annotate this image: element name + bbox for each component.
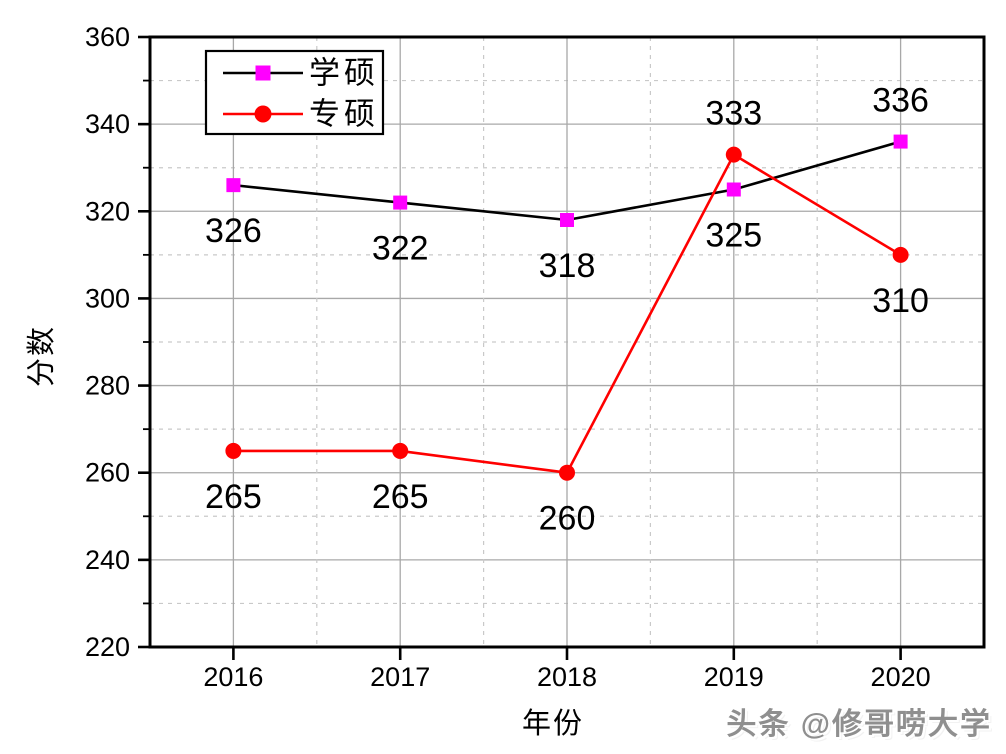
data-point-label: 260 [539, 500, 596, 538]
data-point-label: 310 [872, 282, 929, 320]
series-1-marker-circle [892, 246, 909, 263]
y-tick-label: 320 [85, 196, 130, 226]
series-0-marker-square [226, 178, 241, 193]
x-axis-title: 年份 [522, 707, 584, 740]
x-tick-label: 2016 [203, 662, 263, 692]
x-tick-label: 2020 [871, 662, 931, 692]
data-point-label: 318 [539, 247, 596, 285]
series-0-marker-square [393, 195, 408, 210]
y-tick-label: 280 [85, 371, 130, 401]
x-tick-label: 2019 [704, 662, 764, 692]
x-tick-label: 2018 [537, 662, 597, 692]
data-series [225, 134, 909, 481]
y-tick-label: 340 [85, 109, 130, 139]
series-0-marker-square [893, 134, 908, 149]
data-point-label: 265 [205, 478, 262, 516]
legend-item-1-label: 专硕 [309, 97, 379, 132]
series-1-marker-circle [392, 442, 409, 459]
y-tick-label: 300 [85, 283, 130, 313]
data-point-label: 326 [205, 212, 262, 250]
x-tick-label: 2017 [370, 662, 430, 692]
y-tick-label: 220 [85, 632, 130, 662]
data-point-labels: 326 322 318 325 336 265 265 260 333 310 [205, 82, 929, 538]
y-axis-title: 分数 [25, 325, 58, 387]
data-point-label: 325 [705, 217, 762, 255]
gridlines [150, 37, 984, 647]
data-point-label: 265 [372, 478, 429, 516]
y-tick-label: 240 [85, 545, 130, 575]
series-1-marker-circle [225, 442, 242, 459]
legend-item-0-marker-square [255, 65, 271, 81]
watermark: 头条 @修哥唠大学 [726, 708, 992, 741]
data-point-label: 333 [705, 95, 762, 133]
legend-box [204, 49, 385, 136]
y-tick-label: 260 [85, 458, 130, 488]
legend-item-0-label: 学硕 [309, 56, 379, 91]
series-0-marker-square [560, 213, 574, 227]
y-tick-label: 360 [85, 22, 130, 52]
data-point-label: 322 [372, 230, 429, 268]
series-1-marker-circle [559, 464, 575, 481]
data-point-label: 336 [872, 82, 929, 120]
axis-ticks [138, 35, 902, 660]
series-1-marker-circle [725, 146, 742, 163]
legend-item-1-marker-circle [254, 105, 272, 123]
axis-tick-labels: 220 240 260 280 300 320 340 360 2016 2017 2018 2019… [85, 22, 931, 692]
series-0-marker-square [726, 182, 741, 197]
